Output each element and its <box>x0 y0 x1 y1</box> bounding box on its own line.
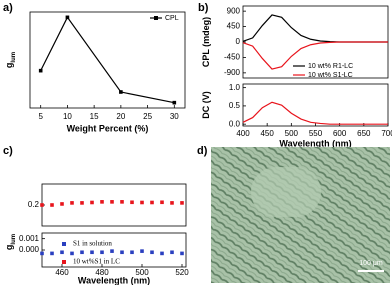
data-point <box>40 203 44 207</box>
y-tick-label: 450 <box>227 22 241 31</box>
data-point <box>110 200 114 204</box>
data-point <box>140 200 144 205</box>
panel-label: d) <box>197 145 208 157</box>
data-point <box>90 250 94 255</box>
y-axis-label-sub: lum <box>11 52 17 63</box>
plot-frame <box>242 83 389 127</box>
data-point <box>130 200 134 205</box>
data-point <box>60 250 64 255</box>
series-line <box>242 41 388 70</box>
y-axis-label: DC (V) <box>201 91 211 119</box>
data-point <box>50 251 54 256</box>
x-tick-label: 600 <box>333 129 347 138</box>
y-tick-label: 900 <box>227 6 241 15</box>
x-tick-label: 15 <box>90 112 99 121</box>
legend-label: CPL <box>165 15 179 22</box>
data-point <box>50 203 54 207</box>
data-point <box>100 200 104 204</box>
data-point <box>170 201 174 205</box>
series-line <box>242 101 388 125</box>
y-tick-label: 0.001 <box>19 234 40 243</box>
data-point <box>130 250 134 255</box>
x-tick-label: 500 <box>135 268 149 277</box>
data-point <box>172 100 177 105</box>
data-point <box>110 249 114 253</box>
legend-marker <box>62 242 66 246</box>
x-axis-label: Wavelength (nm) <box>78 275 150 285</box>
data-point <box>60 202 64 206</box>
legend-label: 10 wt%S1 in LC <box>73 258 120 266</box>
x-axis-label: Wavelength (nm) <box>279 138 351 148</box>
y-axis-label-main: g <box>4 63 14 69</box>
x-tick-label: 700 <box>381 129 392 138</box>
data-point <box>170 250 174 255</box>
y-axis-label-main: DC (V) <box>201 91 211 119</box>
data-point <box>80 201 84 205</box>
legend-marker <box>62 260 66 264</box>
x-tick-label: 10 <box>63 112 72 121</box>
data-point <box>90 200 94 205</box>
data-point <box>100 250 104 255</box>
series-line <box>40 16 175 104</box>
y-tick-label: 0.000 <box>19 245 40 254</box>
data-point <box>160 251 164 256</box>
data-point <box>150 250 154 255</box>
series-line <box>242 14 388 43</box>
y-axis-label-main: g <box>4 245 14 251</box>
data-point <box>70 251 74 256</box>
scale-bar-label: 100 μm <box>359 260 383 267</box>
y-tick-label: 0.5 <box>229 101 241 110</box>
x-tick-label: 450 <box>260 129 274 138</box>
x-tick-label: 550 <box>309 129 323 138</box>
data-point <box>38 68 43 73</box>
data-point <box>70 201 74 205</box>
legend-marker <box>154 16 158 20</box>
micrograph-patch <box>251 167 321 217</box>
data-point <box>120 250 124 255</box>
x-tick-label: 5 <box>38 112 43 121</box>
x-tick-label: 30 <box>170 112 179 121</box>
y-tick-label: 0 <box>236 37 241 46</box>
y-axis-label: glum <box>4 234 16 250</box>
panel-label: a) <box>3 2 13 14</box>
y-tick-label: -900 <box>224 68 241 77</box>
panel-label: c) <box>3 145 13 157</box>
x-tick-label: 460 <box>55 268 69 277</box>
y-axis-label: CPL (mdeg) <box>201 17 211 67</box>
x-tick-label: 20 <box>116 112 125 121</box>
legend-label: 10 wt% S1-LC <box>308 72 353 79</box>
data-point <box>150 200 154 205</box>
y-axis-label-main: CPL (mdeg) <box>201 17 211 67</box>
data-point <box>160 200 164 205</box>
data-point <box>180 201 184 205</box>
y-axis-label: glum <box>4 52 16 68</box>
x-tick-label: 400 <box>236 129 250 138</box>
legend-label: 10 wt% R1-LC <box>308 63 353 70</box>
data-point <box>180 251 184 256</box>
plot-frame <box>29 11 186 109</box>
x-tick-label: 520 <box>175 268 189 277</box>
y-tick-label: -450 <box>224 53 241 62</box>
x-axis-label: Weight Percent (%) <box>67 123 149 133</box>
x-tick-label: 480 <box>95 268 109 277</box>
y-tick-label: 1.0 <box>229 83 241 92</box>
y-tick-label: 0.0 <box>229 119 241 128</box>
x-tick-label: 650 <box>357 129 371 138</box>
legend-label: S1 in solution <box>73 240 112 248</box>
data-point <box>140 249 144 253</box>
y-axis-label-sub: lum <box>11 234 17 245</box>
x-tick-label: 500 <box>285 129 299 138</box>
data-point <box>40 251 44 256</box>
y-tick-label: 0.2 <box>28 200 40 209</box>
panel-label: b) <box>198 2 209 14</box>
data-point <box>120 200 124 204</box>
x-tick-label: 25 <box>143 112 152 121</box>
data-point <box>80 250 84 255</box>
